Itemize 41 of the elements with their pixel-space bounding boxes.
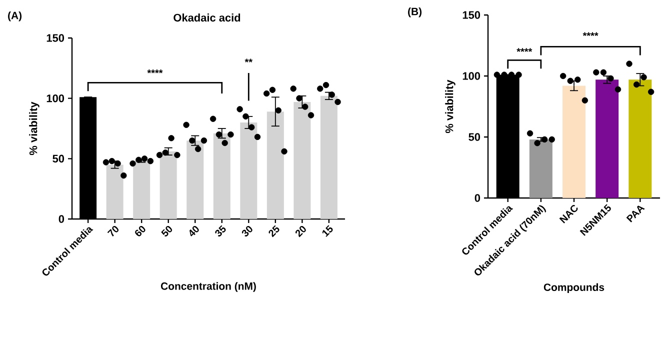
bar (294, 102, 311, 219)
bar (240, 122, 258, 219)
y-axis-title: % viability (445, 80, 456, 134)
bar (529, 139, 552, 198)
x-tick-label: 30 (242, 226, 252, 236)
annotation: **** (582, 32, 598, 36)
text: (B) (408, 8, 422, 18)
bar (320, 96, 338, 219)
annotation: **** (147, 70, 163, 74)
bar (596, 80, 619, 198)
text: (A) (8, 12, 22, 22)
y-tick-label: 0 (58, 215, 64, 223)
bar (266, 112, 284, 219)
x-tick-label: 60 (135, 226, 146, 236)
annotation: **** (516, 48, 532, 52)
bar (562, 86, 586, 198)
y-tick-label: 150 (46, 34, 64, 42)
y-axis-title: % viability (29, 102, 40, 156)
chart-title: Okadaic acid (174, 14, 240, 22)
x-tick-label: 25 (268, 225, 280, 238)
y-tick-label: 100 (46, 94, 64, 102)
bar (106, 164, 124, 219)
annotation: ** (244, 58, 253, 62)
bar (628, 80, 652, 198)
x-tick-label: 15 (322, 225, 333, 237)
x-tick-label: 35 (215, 225, 226, 236)
x-tick-label: 70 (107, 226, 119, 236)
y-tick-label: 100 (462, 72, 480, 80)
x-axis-title: Compounds (544, 283, 604, 294)
bar (213, 133, 230, 219)
bar (186, 140, 204, 219)
x-tick-label: 20 (295, 226, 306, 238)
y-tick-label: 0 (474, 194, 480, 202)
y-tick-label: 50 (52, 154, 64, 163)
y-tick-label: 50 (468, 133, 480, 141)
x-tick-label: 40 (190, 226, 199, 236)
y-tick-label: 150 (462, 11, 480, 19)
x-tick-label: 50 (161, 226, 172, 236)
bar (160, 151, 177, 219)
x-axis-title: Concentration (nM) (160, 282, 256, 292)
bar (133, 161, 150, 219)
